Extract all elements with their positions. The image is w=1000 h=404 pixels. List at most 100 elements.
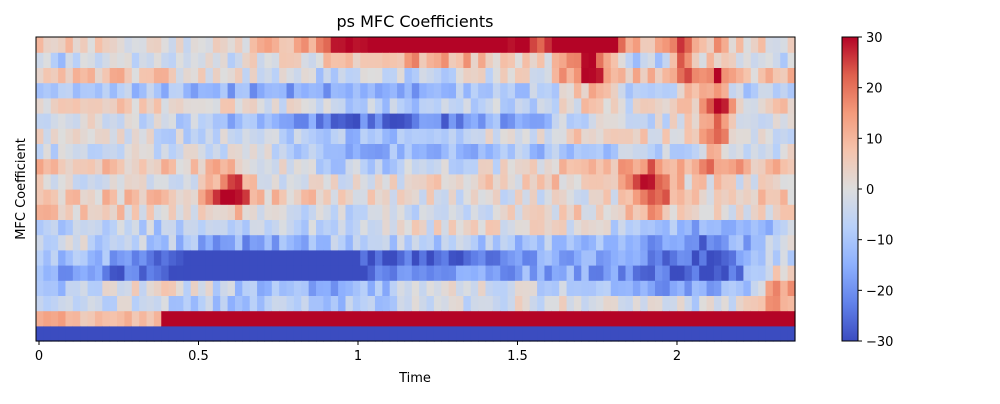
heatmap-cell — [411, 173, 420, 190]
heatmap-cell — [706, 113, 715, 129]
heatmap-cell — [301, 82, 310, 99]
heatmap-cell — [153, 310, 162, 327]
heatmap-cell — [610, 295, 619, 312]
heatmap-cell — [669, 189, 678, 205]
heatmap-cell — [551, 97, 560, 114]
heatmap-cell — [43, 295, 52, 312]
heatmap-cell — [87, 82, 96, 99]
heatmap-cell — [190, 280, 199, 296]
heatmap-cell — [588, 128, 597, 144]
heatmap-cell — [212, 67, 221, 84]
heatmap-cell — [271, 280, 280, 296]
heatmap-cell — [772, 113, 781, 129]
heatmap-cell — [323, 204, 332, 220]
heatmap-cell — [264, 128, 273, 144]
heatmap-cell — [316, 265, 324, 281]
heatmap-cell — [227, 67, 236, 84]
heatmap-cell — [721, 173, 730, 190]
heatmap-cell — [758, 113, 767, 129]
heatmap-cell — [500, 219, 509, 236]
heatmap-cell — [72, 189, 81, 205]
heatmap-cell — [632, 37, 641, 53]
heatmap-cell — [161, 219, 170, 236]
heatmap-cell — [183, 67, 192, 84]
heatmap-cell — [249, 173, 258, 190]
heatmap-cell — [234, 37, 243, 53]
heatmap-cell — [397, 189, 406, 205]
heatmap-cell — [706, 219, 715, 236]
heatmap-cell — [463, 97, 472, 114]
heatmap-cell — [478, 97, 487, 114]
heatmap-cell — [632, 52, 641, 68]
heatmap-cell — [522, 158, 531, 175]
heatmap-cell — [293, 295, 302, 312]
heatmap-cell — [713, 173, 722, 190]
heatmap-cell — [669, 37, 678, 53]
heatmap-cell — [551, 325, 560, 342]
heatmap-cell — [640, 113, 649, 129]
heatmap-cell — [367, 265, 376, 281]
heatmap-cell — [220, 52, 229, 68]
heatmap-cell — [433, 265, 442, 281]
heatmap-cell — [507, 158, 516, 175]
heatmap-cell — [500, 113, 509, 129]
heatmap-cell — [271, 219, 280, 236]
heatmap-cell — [566, 173, 575, 190]
heatmap-cell — [301, 67, 310, 84]
heatmap-cell — [168, 310, 177, 327]
heatmap-cell — [640, 219, 649, 236]
heatmap-cell — [736, 265, 745, 281]
heatmap-cell — [566, 249, 575, 266]
heatmap-cell — [352, 82, 361, 99]
heatmap-cell — [699, 67, 708, 84]
heatmap-cell — [721, 97, 730, 114]
heatmap-cell — [662, 295, 671, 312]
heatmap-cell — [367, 204, 376, 220]
heatmap-cell — [293, 234, 302, 251]
heatmap-cell — [691, 204, 700, 220]
heatmap-cell — [522, 325, 531, 342]
heatmap-cell — [242, 158, 251, 175]
heatmap-cell — [758, 310, 767, 327]
heatmap-cell — [257, 189, 266, 205]
heatmap-cell — [198, 113, 207, 129]
heatmap-cell — [780, 234, 789, 251]
heatmap-cell — [176, 67, 184, 84]
heatmap-cell — [433, 189, 442, 205]
heatmap-cell — [500, 82, 509, 99]
heatmap-cell — [153, 173, 162, 190]
heatmap-cell — [345, 97, 354, 114]
heatmap-cell — [662, 249, 671, 266]
heatmap-cell — [573, 143, 582, 160]
heatmap-cell — [338, 67, 347, 84]
heatmap-cell — [190, 143, 199, 160]
heatmap-cell — [537, 143, 546, 160]
heatmap-cell — [581, 97, 590, 114]
heatmap-cell — [551, 67, 560, 84]
heatmap-cell — [632, 113, 641, 129]
heatmap-cell — [573, 310, 582, 327]
heatmap-cell — [721, 280, 730, 296]
heatmap-cell — [765, 280, 774, 296]
heatmap-cell — [743, 52, 752, 68]
heatmap-cell — [537, 219, 546, 236]
heatmap-cell — [721, 128, 730, 144]
heatmap-cell — [669, 219, 678, 236]
heatmap-cell — [234, 158, 243, 175]
heatmap-cell — [382, 219, 391, 236]
heatmap-cell — [433, 249, 442, 266]
heatmap-cell — [713, 280, 722, 296]
heatmap-cell — [36, 113, 44, 129]
heatmap-cell — [507, 325, 516, 342]
heatmap-cell — [492, 52, 501, 68]
heatmap-cell — [699, 280, 708, 296]
colorbar — [841, 36, 859, 342]
heatmap-cell — [470, 249, 479, 266]
heatmap-cell — [647, 67, 656, 84]
heatmap-cell — [205, 67, 214, 84]
heatmap-cell — [374, 234, 383, 251]
heatmap-cell — [750, 280, 759, 296]
heatmap-cell — [485, 189, 494, 205]
heatmap-cell — [581, 265, 590, 281]
heatmap-cell — [124, 265, 133, 281]
